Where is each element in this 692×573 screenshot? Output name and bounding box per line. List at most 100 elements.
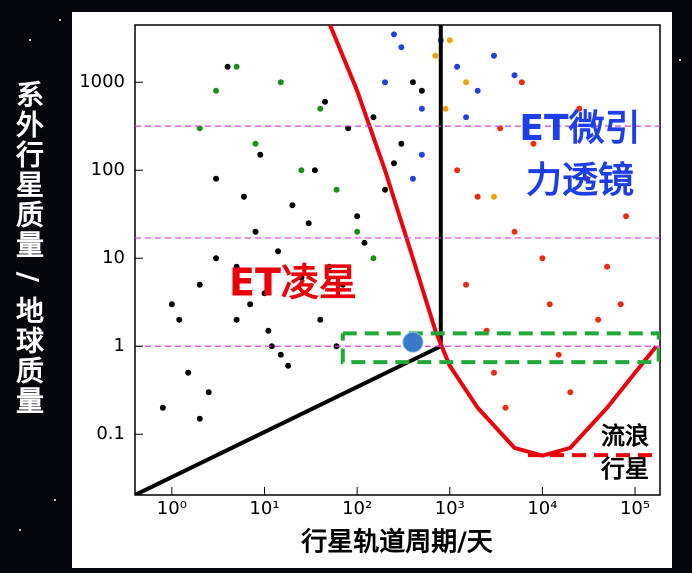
point (159, 404, 166, 411)
x-tick-label: 10³ (435, 498, 465, 519)
point (546, 301, 553, 308)
point (205, 389, 212, 396)
point (463, 114, 470, 121)
point (317, 105, 324, 112)
point (490, 369, 497, 376)
point (354, 228, 361, 235)
point (398, 44, 405, 51)
point (361, 239, 368, 246)
point (252, 228, 259, 235)
point (617, 301, 624, 308)
point (257, 151, 264, 158)
point (511, 72, 518, 79)
point (432, 52, 439, 59)
point (268, 343, 275, 350)
point (311, 167, 318, 174)
plot-area (134, 24, 661, 496)
point (339, 281, 346, 288)
point (261, 290, 268, 297)
point (555, 351, 562, 358)
point (454, 167, 461, 174)
stars (19, 19, 681, 531)
point (418, 105, 425, 112)
point (463, 281, 470, 288)
point (511, 228, 518, 235)
annotation: ET微引 (519, 108, 640, 149)
annotation: 行星 (600, 455, 649, 483)
x-tick-label: 10⁴ (527, 498, 557, 519)
point (502, 404, 509, 411)
point (576, 105, 583, 112)
point (233, 63, 240, 70)
point (265, 327, 272, 334)
point (595, 316, 602, 323)
point (233, 263, 240, 270)
point (398, 140, 405, 147)
point (252, 140, 259, 147)
plot-layer (135, 25, 660, 495)
point (370, 114, 377, 121)
point (247, 301, 254, 308)
point (196, 125, 203, 132)
point (382, 186, 389, 193)
point (289, 202, 296, 209)
y-tick-label: 10 (102, 247, 125, 268)
point (409, 79, 416, 86)
point (390, 31, 397, 38)
point (567, 389, 574, 396)
point (497, 125, 504, 132)
point (409, 175, 416, 182)
x-axis-label: 行星轨道周期/天 (300, 527, 493, 558)
point (583, 175, 590, 182)
x-tick-label: 10¹ (249, 498, 279, 519)
point (623, 213, 630, 220)
point (213, 175, 220, 182)
point (275, 248, 282, 255)
point (518, 79, 525, 86)
point (317, 316, 324, 323)
point (442, 105, 449, 112)
y-tick-label: 1 (114, 335, 125, 356)
point (345, 125, 352, 132)
point (418, 87, 425, 94)
point (326, 263, 333, 270)
point (196, 281, 203, 288)
point (446, 37, 453, 44)
point (333, 186, 340, 193)
point (604, 263, 611, 270)
point (454, 63, 461, 70)
point (490, 52, 497, 59)
y-tick-label: 1000 (79, 71, 125, 92)
point (224, 63, 231, 70)
plot-frame (72, 12, 672, 568)
point (539, 255, 546, 262)
x-tick-label: 10⁵ (620, 498, 650, 519)
y-tick-label: 0.1 (96, 423, 125, 444)
point (277, 79, 284, 86)
point (474, 87, 481, 94)
annotation: 流浪 (601, 422, 649, 450)
point (474, 193, 481, 200)
dashed-line (340, 331, 660, 365)
point (233, 316, 240, 323)
point (354, 213, 361, 220)
point (382, 79, 389, 86)
point (176, 316, 183, 323)
point (298, 167, 305, 174)
point (490, 193, 497, 200)
earth-icon (402, 331, 424, 353)
point (285, 362, 292, 369)
point (196, 415, 203, 422)
y-axis-label: 系外行星质量 / 地球质量 (12, 80, 45, 416)
point (213, 87, 220, 94)
point (418, 151, 425, 158)
point (168, 301, 175, 308)
point (322, 98, 329, 105)
x-tick-label: 10⁰ (157, 498, 187, 519)
point (213, 255, 220, 262)
point (370, 255, 377, 262)
annotation: 力透镜 (526, 160, 634, 201)
point (185, 369, 192, 376)
